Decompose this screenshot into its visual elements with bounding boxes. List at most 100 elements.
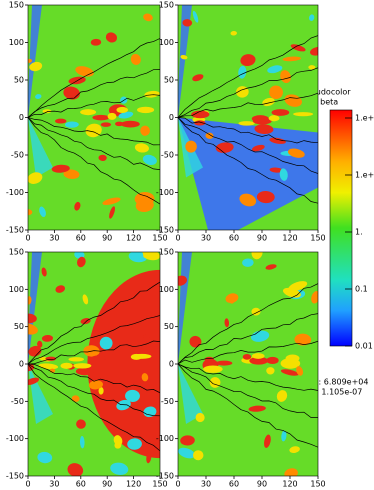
blob xyxy=(67,463,84,476)
contour xyxy=(178,313,318,365)
blob xyxy=(116,399,131,411)
blob xyxy=(28,323,38,335)
y-tick-label: 100 xyxy=(159,285,174,294)
blob xyxy=(262,97,275,107)
blob xyxy=(127,438,142,450)
field xyxy=(28,5,160,230)
jet-blob xyxy=(252,118,272,125)
colorbar-label: 1.e+02 xyxy=(355,114,374,123)
blob xyxy=(146,451,152,464)
jet-blob xyxy=(203,365,223,373)
y-tick-label: 0 xyxy=(169,360,174,369)
legend-variable: Var: beta xyxy=(302,98,338,107)
blob xyxy=(98,387,104,395)
contour xyxy=(28,315,160,365)
blob xyxy=(41,334,54,342)
blob xyxy=(76,256,86,268)
blob xyxy=(310,46,318,56)
jet-blob xyxy=(60,362,73,369)
x-tick-label: 60 xyxy=(76,480,86,489)
blob xyxy=(185,140,197,153)
jet-blob xyxy=(194,120,206,126)
blob xyxy=(195,412,205,423)
red-region xyxy=(87,269,160,459)
jet-blob xyxy=(242,354,252,360)
jet-blob xyxy=(120,120,140,128)
x-tick-label: 150 xyxy=(310,234,325,243)
x-tick-label: 60 xyxy=(229,480,239,489)
contour xyxy=(28,69,160,118)
x-tick-label: 30 xyxy=(49,234,59,243)
contour xyxy=(178,363,318,418)
jet-blob xyxy=(116,106,129,113)
blob xyxy=(280,70,291,84)
x-tick-label: 30 xyxy=(49,480,59,489)
jet-blob xyxy=(42,109,52,114)
blue-region xyxy=(178,117,318,230)
x-tick-label: 60 xyxy=(229,234,239,243)
blob xyxy=(294,333,312,346)
y-tick-label: -100 xyxy=(156,434,174,443)
blob xyxy=(63,169,80,179)
x-tick-label: 0 xyxy=(25,480,30,489)
contour xyxy=(28,117,160,205)
blob xyxy=(251,252,263,260)
blob xyxy=(134,143,149,153)
contour xyxy=(178,363,318,448)
blob xyxy=(51,164,70,173)
blob xyxy=(37,340,43,348)
x-tick-label: 0 xyxy=(25,234,30,243)
blob xyxy=(98,154,107,161)
jet-blob xyxy=(204,356,215,363)
jet-blob xyxy=(293,112,314,117)
jet-blob xyxy=(75,367,94,376)
blob xyxy=(269,137,286,144)
blob xyxy=(189,335,202,348)
blob xyxy=(225,293,239,304)
blob xyxy=(280,369,299,376)
jet-blob xyxy=(80,109,97,116)
blob xyxy=(178,275,187,286)
field xyxy=(178,252,318,476)
jet-blob xyxy=(73,363,92,369)
blob xyxy=(99,336,113,350)
blob xyxy=(238,65,247,79)
contour xyxy=(178,363,318,391)
blob xyxy=(282,56,302,62)
y-tick-label: -150 xyxy=(6,226,24,235)
blob xyxy=(118,111,134,119)
blob xyxy=(296,366,304,376)
blob xyxy=(281,430,287,442)
jet-blob xyxy=(266,356,279,365)
x-tick-label: 90 xyxy=(102,234,112,243)
jet-blob xyxy=(266,367,275,375)
x-tick-label: 30 xyxy=(201,480,211,489)
contour xyxy=(28,117,160,146)
blob xyxy=(74,201,81,211)
blob xyxy=(114,441,122,449)
blob xyxy=(193,450,204,461)
field xyxy=(28,252,160,476)
blob xyxy=(143,13,153,22)
blob xyxy=(311,291,318,304)
y-tick-label: 0 xyxy=(19,113,24,122)
jet-blob xyxy=(215,360,233,366)
y-tick-label: 50 xyxy=(14,322,24,331)
legend-title: Pseudocolor xyxy=(302,88,351,97)
y-tick-label: 150 xyxy=(159,248,174,257)
jet-blob xyxy=(251,353,265,359)
contour xyxy=(28,38,160,118)
contour xyxy=(28,117,160,170)
contour xyxy=(28,363,160,452)
jet-blob xyxy=(238,121,255,126)
colorbar-label: 0.1 xyxy=(355,285,368,294)
blob xyxy=(130,53,141,65)
jet-blob xyxy=(55,118,67,124)
jet-blob xyxy=(285,354,300,362)
blob xyxy=(192,10,199,23)
field xyxy=(178,5,318,230)
blob xyxy=(279,168,288,181)
blob xyxy=(76,419,86,429)
y-tick-label: 150 xyxy=(9,248,24,257)
